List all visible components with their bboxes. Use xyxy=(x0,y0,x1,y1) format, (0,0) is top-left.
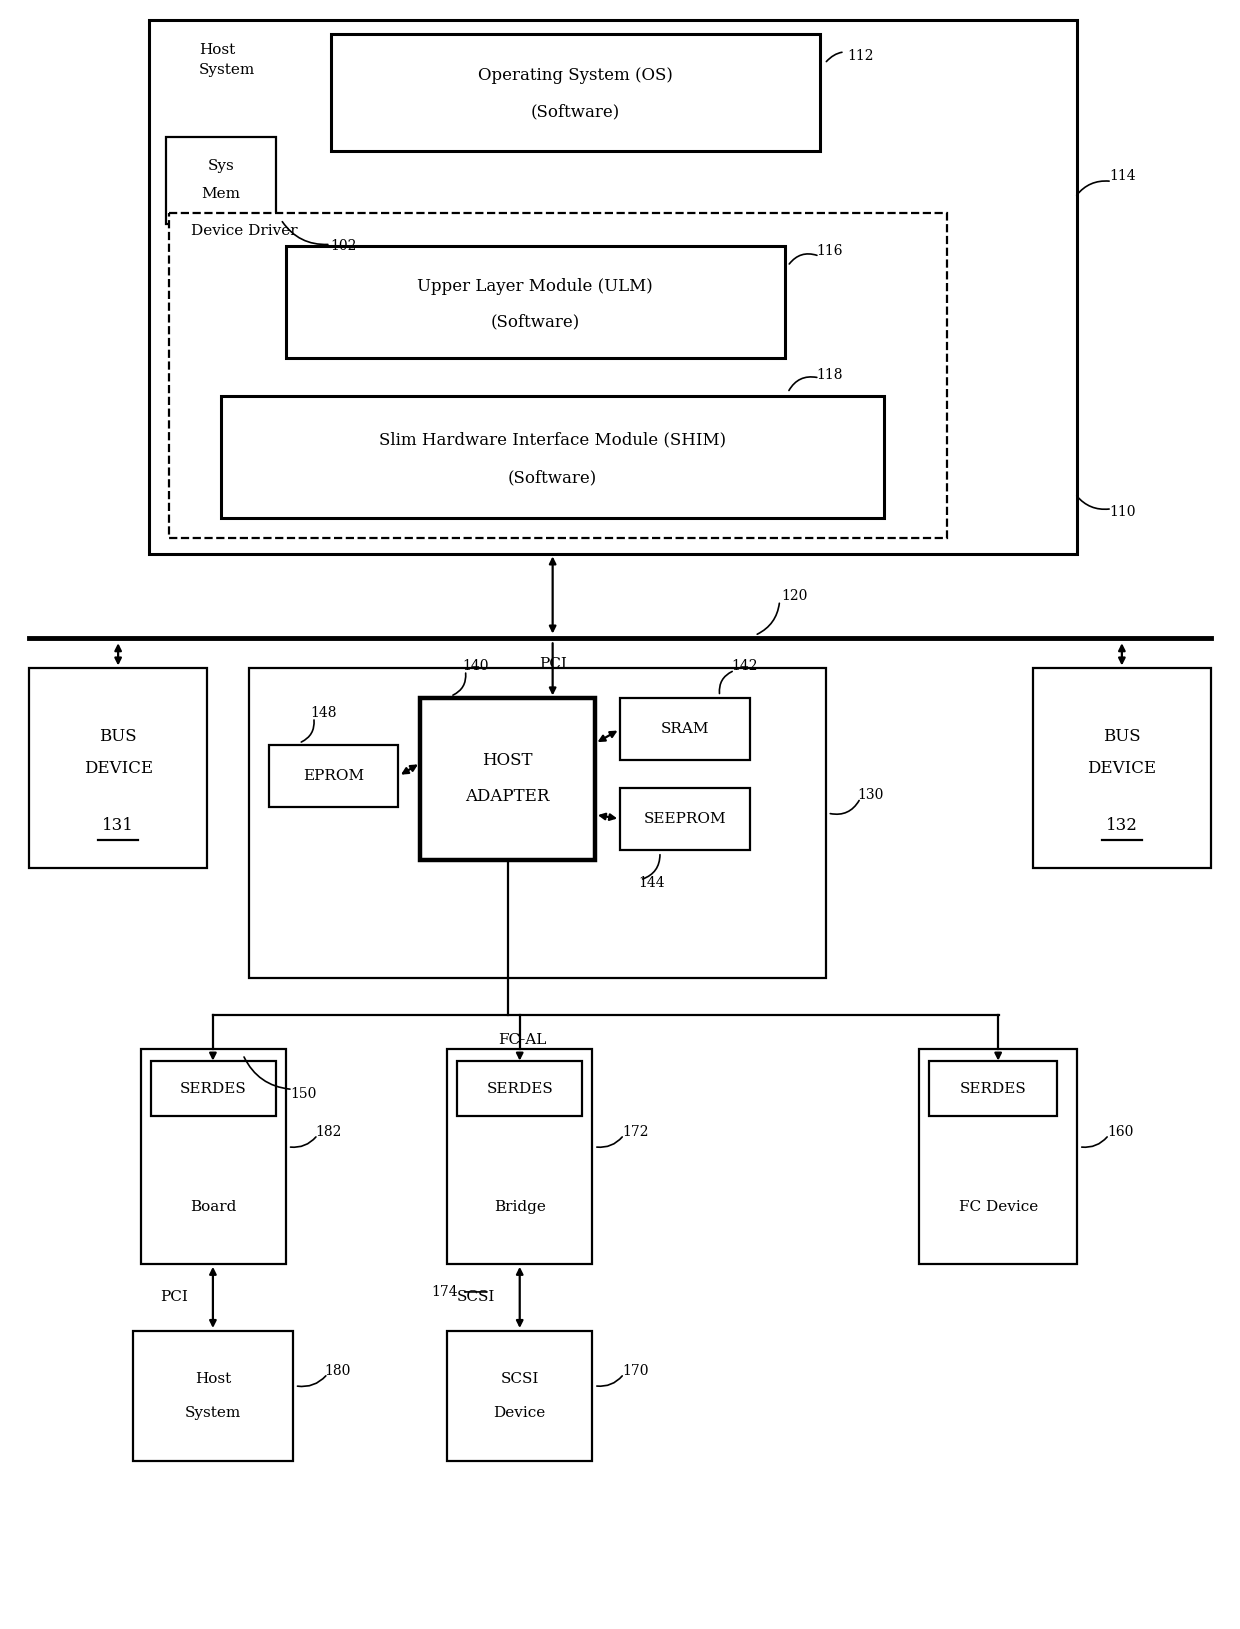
Text: Device Driver: Device Driver xyxy=(191,225,298,238)
Text: 132: 132 xyxy=(1106,818,1138,834)
Bar xyxy=(149,20,1078,554)
Bar xyxy=(166,137,275,225)
Text: 120: 120 xyxy=(781,590,808,603)
Text: Sys: Sys xyxy=(207,160,234,173)
Text: HOST: HOST xyxy=(482,751,533,769)
Text: Device: Device xyxy=(494,1406,546,1419)
Text: (Software): (Software) xyxy=(491,314,580,331)
Text: 131: 131 xyxy=(102,818,134,834)
Text: 174: 174 xyxy=(432,1285,458,1298)
Bar xyxy=(929,1062,1056,1116)
Text: EPROM: EPROM xyxy=(303,769,365,784)
Bar xyxy=(269,744,398,806)
Text: 114: 114 xyxy=(1109,169,1136,184)
Text: PCI: PCI xyxy=(160,1290,188,1303)
Text: Host: Host xyxy=(195,1372,231,1386)
Text: Operating System (OS): Operating System (OS) xyxy=(477,67,672,85)
Text: (Software): (Software) xyxy=(531,103,620,121)
Bar xyxy=(133,1331,293,1461)
Bar xyxy=(30,668,207,868)
Bar xyxy=(420,699,595,860)
Text: DEVICE: DEVICE xyxy=(83,759,153,777)
Text: Slim Hardware Interface Module (SHIM): Slim Hardware Interface Module (SHIM) xyxy=(379,432,727,448)
Text: SERDES: SERDES xyxy=(960,1082,1027,1096)
Text: 182: 182 xyxy=(316,1124,342,1139)
Text: 102: 102 xyxy=(331,239,357,252)
Text: BUS: BUS xyxy=(99,728,136,744)
Text: Mem: Mem xyxy=(201,187,241,202)
Text: 130: 130 xyxy=(858,788,884,801)
Text: SRAM: SRAM xyxy=(661,722,709,736)
Text: FC Device: FC Device xyxy=(959,1201,1038,1214)
Text: 110: 110 xyxy=(1109,505,1136,518)
Text: ADAPTER: ADAPTER xyxy=(465,787,549,805)
Text: DEVICE: DEVICE xyxy=(1087,759,1157,777)
Text: SERDES: SERDES xyxy=(486,1082,553,1096)
Text: SERDES: SERDES xyxy=(180,1082,247,1096)
Text: System: System xyxy=(185,1406,241,1419)
Bar xyxy=(151,1062,275,1116)
Bar xyxy=(249,668,826,977)
Text: 172: 172 xyxy=(622,1124,649,1139)
Text: 144: 144 xyxy=(637,876,665,889)
Text: SEEPROM: SEEPROM xyxy=(644,811,727,826)
Bar xyxy=(448,1049,591,1264)
Text: 150: 150 xyxy=(290,1088,317,1101)
Text: 142: 142 xyxy=(732,660,758,673)
Text: PCI: PCI xyxy=(538,658,567,671)
Bar xyxy=(285,246,785,358)
Text: 140: 140 xyxy=(463,660,489,673)
Bar xyxy=(221,396,884,518)
Bar xyxy=(620,699,750,761)
Text: 148: 148 xyxy=(311,707,337,720)
Bar xyxy=(1033,668,1210,868)
Bar xyxy=(458,1062,582,1116)
Text: BUS: BUS xyxy=(1104,728,1141,744)
Text: System: System xyxy=(198,62,255,77)
Text: 112: 112 xyxy=(826,49,874,62)
Text: 160: 160 xyxy=(1107,1124,1133,1139)
Text: 116: 116 xyxy=(817,244,843,259)
Bar xyxy=(620,788,750,850)
Text: (Software): (Software) xyxy=(508,469,598,485)
Text: 170: 170 xyxy=(622,1363,649,1378)
Text: SCSI: SCSI xyxy=(456,1290,495,1303)
Text: Board: Board xyxy=(190,1201,237,1214)
Bar xyxy=(141,1049,285,1264)
Text: Host: Host xyxy=(198,42,236,57)
Text: FC-AL: FC-AL xyxy=(498,1033,547,1047)
Bar xyxy=(169,213,947,538)
Bar xyxy=(331,34,820,151)
Bar xyxy=(919,1049,1078,1264)
Text: Upper Layer Module (ULM): Upper Layer Module (ULM) xyxy=(418,277,653,295)
Text: Bridge: Bridge xyxy=(494,1201,546,1214)
Bar xyxy=(448,1331,591,1461)
Text: SCSI: SCSI xyxy=(501,1372,539,1386)
Text: 180: 180 xyxy=(325,1363,351,1378)
Text: 118: 118 xyxy=(817,368,843,381)
